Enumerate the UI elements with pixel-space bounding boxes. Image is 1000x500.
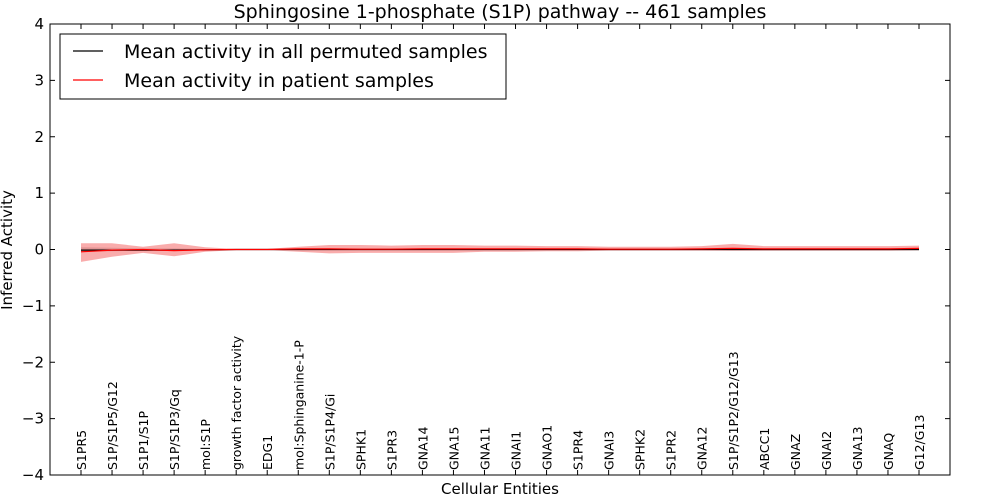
y-tick-label: −2 <box>22 353 44 371</box>
y-tick-label: −3 <box>22 410 44 428</box>
x-tick-label: S1P1/S1P <box>136 411 151 470</box>
x-tick-label: mol:Sphinganine-1-P <box>291 340 306 470</box>
x-tick-label: S1P/S1P2/G12/G13 <box>726 351 741 470</box>
x-tick-label: SPHK2 <box>633 429 648 470</box>
x-tick-label: GNAZ <box>788 434 803 470</box>
x-tick-label: GNA11 <box>478 427 493 471</box>
x-tick-label: S1PR4 <box>571 430 586 470</box>
x-axis-label: Cellular Entities <box>441 480 559 498</box>
x-tick-label: mol:S1P <box>198 419 213 470</box>
y-tick-label: 4 <box>34 15 44 33</box>
y-tick-label: 2 <box>34 128 44 146</box>
legend-box <box>59 33 507 100</box>
x-axis: S1PR5 S1P/S1P5/G12 S1P1/S1P S1P/S1P3/Gq mol:… <box>74 24 927 475</box>
x-tick-label: S1P/S1P4/Gi <box>322 394 337 470</box>
y-tick-label: 3 <box>34 71 44 89</box>
patient-line <box>80 247 920 253</box>
x-tick-label: S1PR5 <box>74 430 89 470</box>
patient-band <box>81 243 919 262</box>
x-tick-label: S1P/S1P3/Gq <box>167 389 182 470</box>
legend-label-patient: Mean activity in patient samples <box>124 70 434 92</box>
y-tick-label: −1 <box>22 297 44 315</box>
x-tick-label: S1P/S1P5/G12 <box>105 381 120 470</box>
x-tick-label: G12/G13 <box>912 415 927 470</box>
x-tick-label: S1PR2 <box>664 430 679 470</box>
x-tick-label: GNAI3 <box>602 431 617 470</box>
x-tick-label: GNA12 <box>695 427 710 471</box>
x-tick-label: S1PR3 <box>384 430 399 470</box>
x-tick-label: GNAI1 <box>509 431 524 470</box>
y-tick-label: 0 <box>34 241 44 259</box>
x-tick-label: SPHK1 <box>353 429 368 470</box>
y-axis-label: Inferred Activity <box>0 190 16 310</box>
x-tick-label: growth factor activity <box>229 335 244 470</box>
y-tick-label: −4 <box>22 466 44 484</box>
legend: Mean activity in all permuted samples Me… <box>59 33 507 100</box>
plot-area <box>80 243 920 262</box>
x-tick-label: GNA14 <box>415 426 430 470</box>
x-tick-label: EDG1 <box>260 435 275 470</box>
legend-label-permuted: Mean activity in all permuted samples <box>124 41 487 63</box>
x-tick-label: GNA13 <box>850 427 865 471</box>
chart-title: Sphingosine 1-phosphate (S1P) pathway --… <box>234 1 767 23</box>
y-tick-label: 1 <box>34 184 44 202</box>
x-tick-label: GNAI2 <box>819 431 834 470</box>
x-tick-label: GNAQ <box>881 433 896 470</box>
x-tick-label: GNAO1 <box>540 425 555 470</box>
x-tick-label: GNA15 <box>446 427 461 471</box>
x-tick-label: ABCC1 <box>757 428 772 470</box>
y-axis: −4 −3 −2 −1 0 1 2 3 4 <box>22 15 950 484</box>
